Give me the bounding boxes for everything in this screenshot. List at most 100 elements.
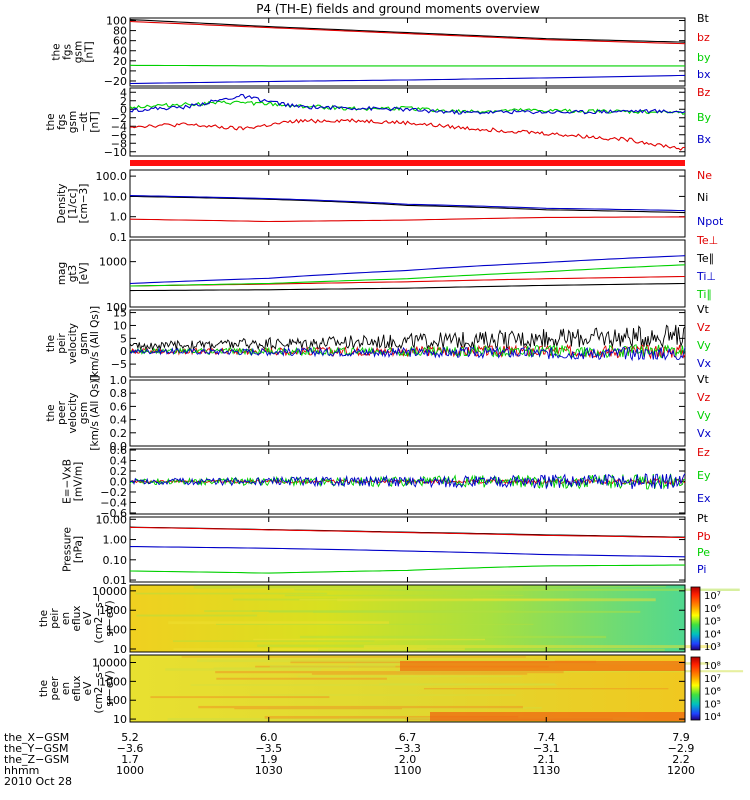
y-tick-label: 20	[113, 55, 127, 68]
y-tick-label: 0.2	[110, 465, 128, 478]
y-tick-label: 0.6	[110, 444, 128, 457]
spectrogram-streak	[284, 594, 524, 597]
colorbar-label: 10⁵	[704, 699, 721, 710]
series-line-by	[129, 64, 685, 67]
series-line-Vt	[129, 324, 686, 352]
y-tick-label: 10	[113, 319, 127, 332]
x-tick-label: 1100	[394, 764, 422, 777]
spectrogram-streak	[297, 675, 522, 678]
colorbar-label: 10⁷	[704, 674, 721, 685]
x-tick-label: −3.1	[533, 742, 560, 755]
spectrogram-streak	[173, 648, 465, 651]
series-line-Vx	[129, 345, 686, 362]
y-tick-label: 4	[120, 86, 127, 99]
panel-density: 100.0 10.0 1.0 0.1 Density [1/cc] [cm−3] Ne Ni Np…	[56, 169, 724, 244]
y-tick-label: 0	[120, 345, 127, 358]
y-tick-label: 10000	[92, 585, 127, 598]
colorbar-label: 10⁶	[704, 604, 721, 615]
spectrogram-streak	[379, 683, 556, 686]
y-tick-label: −8	[111, 137, 127, 150]
y-axis-label: [nPa]	[73, 536, 85, 563]
series-line-Ni	[129, 195, 686, 214]
legend-Te∥: Te∥	[696, 252, 714, 265]
y-tick-label: 80	[113, 25, 127, 38]
y-axis-label: eV	[82, 681, 94, 695]
series-line-Vy	[129, 344, 686, 359]
y-axis-label: velocity	[67, 392, 79, 433]
y-axis-label: en	[60, 612, 72, 625]
series-line-Ti⊥	[129, 255, 686, 285]
y-tick-label: 1000	[99, 256, 127, 269]
spectrogram-streak	[294, 588, 442, 591]
spectrogram-streak	[213, 667, 349, 669]
y-tick-label: −0.4	[100, 496, 127, 509]
x-tick-label: −3.3	[394, 742, 421, 755]
series-line-Pe	[129, 564, 685, 574]
y-tick-label: −2	[111, 112, 127, 125]
spectrogram-streak	[419, 586, 666, 588]
spectrogram-streak	[172, 640, 375, 642]
y-tick-label: 1000	[99, 604, 127, 617]
spectrogram-streak	[165, 668, 321, 671]
y-axis-label: fgs	[56, 114, 68, 130]
series-line-Ti∥	[129, 264, 686, 287]
legend-Pe: Pe	[697, 546, 710, 559]
spectrogram-streak	[250, 694, 516, 696]
figure-title: P4 (TH-E) fields and ground moments over…	[256, 2, 540, 16]
y-axis-label: gsm	[78, 402, 90, 424]
y-axis-label: [km/s (All Qs)]	[89, 375, 101, 450]
y-axis-label: the	[45, 404, 57, 421]
y-axis-label: gsm	[67, 111, 79, 133]
spectrogram-streak	[311, 673, 528, 675]
y-axis-label: peer	[56, 400, 68, 425]
y-tick-label: 100	[106, 694, 127, 707]
y-tick-label: 0	[120, 103, 127, 116]
panel-fgs_gsm_dt: 420−2−4−6−8−10 the fgs gsm −dt [nT] Bz By Bx	[45, 86, 712, 159]
colorbar-label: 10⁵	[704, 617, 721, 628]
spectrogram-streak	[234, 708, 402, 710]
colorbar	[690, 586, 701, 651]
y-axis-label: eflux	[71, 676, 83, 702]
y-axis-label: [km/s (All Qs)]	[89, 306, 101, 381]
panel-frame	[129, 309, 686, 378]
spectrogram-streak	[150, 696, 330, 699]
colorbar-label: 10⁸	[704, 661, 721, 672]
panel-frame	[129, 17, 686, 87]
x-tick-label: 5.2	[121, 731, 139, 744]
panel-temperature: 1000 100 mag gt3 [eV] Te⊥ Te∥ Ti⊥ Ti∥	[56, 234, 718, 314]
spectrogram-streak	[181, 656, 526, 658]
y-axis-label: mag	[56, 262, 68, 285]
legend-Vt: Vt	[697, 303, 710, 316]
x-tick-label: 6.7	[399, 731, 417, 744]
y-axis-label: the	[38, 680, 50, 697]
y-tick-label: 1.0	[110, 374, 128, 387]
spectrogram-streak	[396, 670, 744, 673]
y-axis-label: [cm−3]	[78, 184, 90, 224]
y-tick-label: 10000	[92, 657, 127, 670]
y-tick-label: 0.10	[103, 554, 128, 567]
series-line-By	[129, 100, 686, 115]
series-line-Bx	[129, 93, 686, 115]
colorbar-label: 10⁷	[704, 591, 721, 602]
legend-Vt: Vt	[697, 373, 710, 386]
y-axis-label: the	[38, 610, 50, 627]
spectrogram-streak	[190, 684, 557, 686]
x-row-label-x: the_X−GSM	[4, 731, 69, 744]
y-axis-label: eflux	[71, 606, 83, 632]
y-axis-label: (cm2−s−	[93, 594, 105, 644]
legend-Pi: Pi	[697, 563, 706, 576]
y-tick-label: 100	[106, 301, 127, 314]
y-axis-label: sr−eV)	[104, 600, 116, 636]
panel-peer_velocity: 1.00.80.60.40.20.0 the peer velocity gsm [km/…	[45, 373, 712, 453]
y-tick-label: 10	[113, 713, 127, 726]
spectrogram-streak	[389, 588, 740, 591]
y-tick-label: −6	[111, 129, 127, 142]
spectrogram-streak	[313, 610, 641, 613]
spectrogram-streak	[216, 677, 387, 680]
spectrogram-streak	[253, 638, 486, 641]
series-line-Pb	[129, 526, 686, 539]
x-tick-label: 2.0	[399, 753, 417, 766]
y-tick-label: 0	[120, 65, 127, 78]
y-tick-label: 15	[113, 307, 127, 320]
